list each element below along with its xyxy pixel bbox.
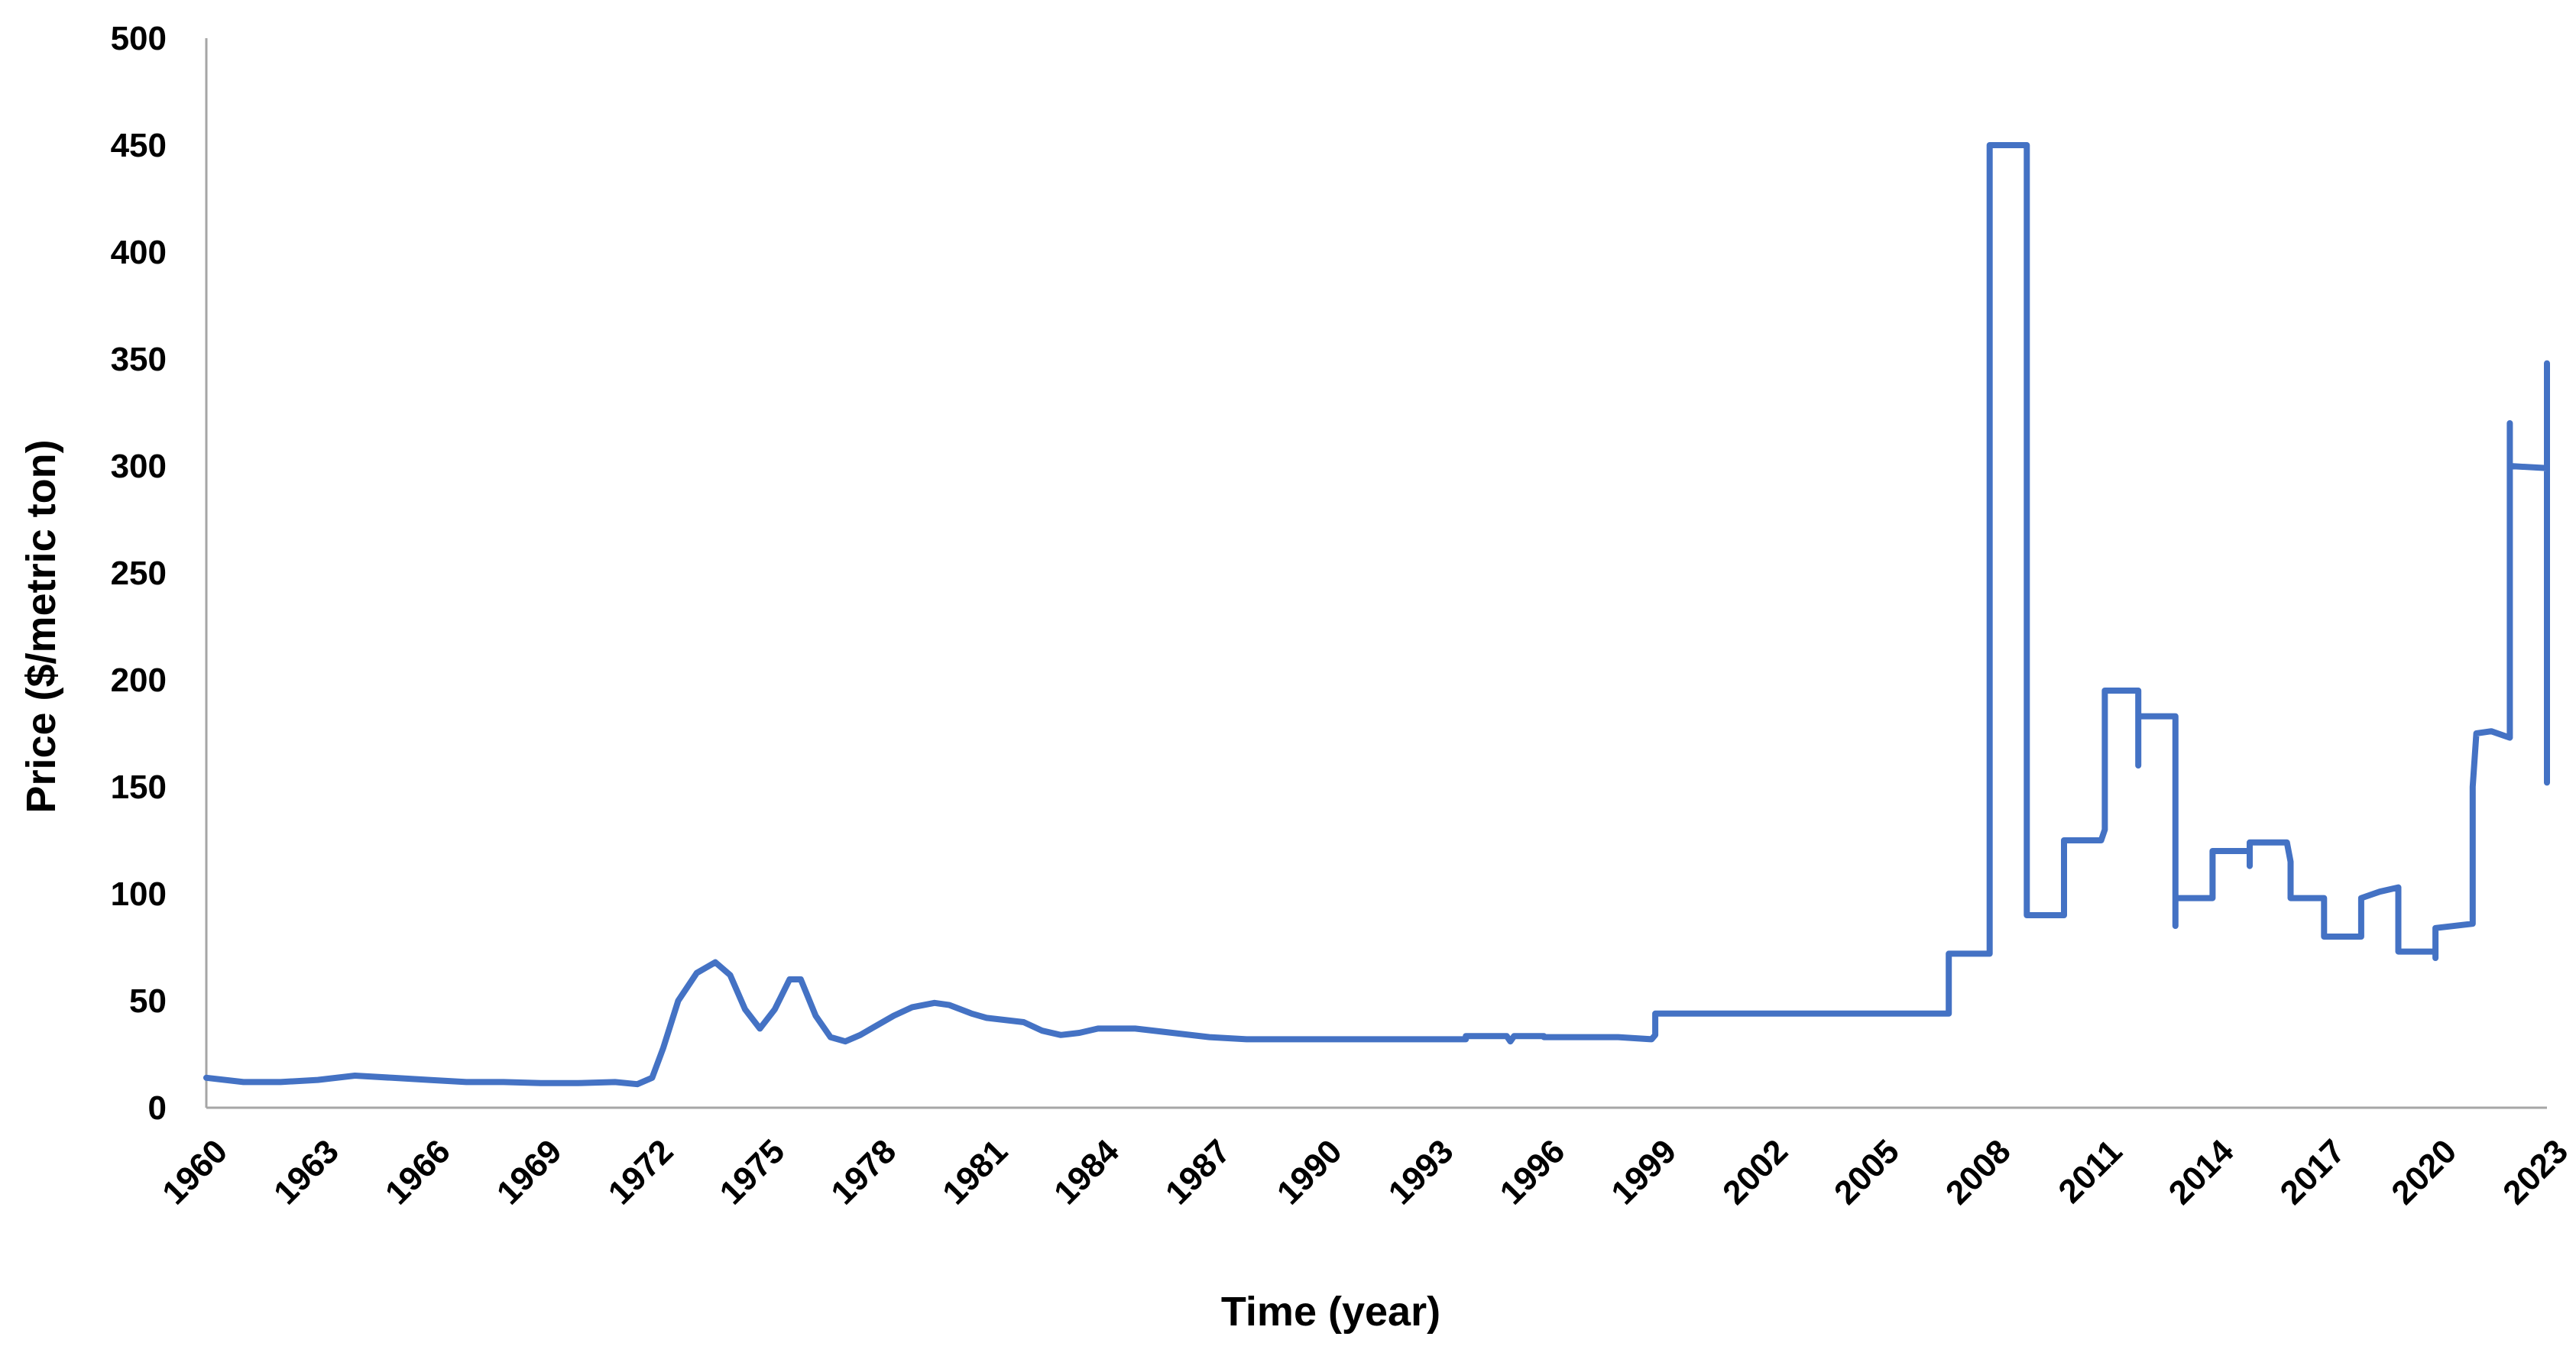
x-axis-title: Time (year) [1221, 1289, 1440, 1335]
x-tick-label: 1999 [1604, 1132, 1683, 1212]
x-tick-label: 2020 [2384, 1132, 2464, 1212]
y-tick-label: 500 [111, 20, 167, 57]
x-tick-label: 1960 [155, 1132, 235, 1212]
x-tick-label: 1990 [1270, 1132, 1350, 1212]
y-axis-ticks: 0 50 100 150 200 250 300 350 400 450 500 [111, 20, 167, 1127]
x-tick-label: 1978 [824, 1132, 903, 1212]
y-tick-label: 300 [111, 448, 167, 485]
series-line [203, 142, 2550, 1088]
y-tick-label: 350 [111, 341, 167, 378]
x-tick-label: 1969 [490, 1132, 569, 1212]
x-tick-label: 1975 [712, 1132, 792, 1212]
x-tick-label: 1972 [601, 1132, 681, 1212]
y-tick-label: 0 [148, 1089, 167, 1127]
x-tick-label: 2023 [2496, 1132, 2575, 1212]
x-tick-label: 1996 [1492, 1132, 1572, 1212]
y-tick-label: 150 [111, 769, 167, 806]
y-axis-title: Price ($/metric ton) [18, 439, 64, 813]
x-tick-label: 1966 [378, 1132, 458, 1212]
y-tick-label: 400 [111, 234, 167, 271]
x-tick-label: 2014 [2162, 1132, 2241, 1212]
series-layer [203, 142, 2550, 1088]
x-tick-label: 1987 [1158, 1132, 1238, 1212]
x-tick-label: 2017 [2273, 1132, 2352, 1212]
y-tick-label: 250 [111, 555, 167, 592]
y-tick-label: 50 [129, 982, 167, 1020]
x-tick-label: 2011 [2051, 1132, 2129, 1210]
x-tick-label: 1963 [267, 1132, 346, 1212]
x-tick-label: 2008 [1939, 1132, 2018, 1212]
y-tick-label: 100 [111, 875, 167, 913]
y-tick-label: 200 [111, 662, 167, 699]
x-tick-label: 2005 [1827, 1132, 1907, 1212]
y-tick-label: 450 [111, 127, 167, 164]
x-tick-label: 1993 [1382, 1132, 1461, 1212]
x-tick-label: 1981 [935, 1132, 1015, 1212]
x-tick-label: 1984 [1047, 1132, 1126, 1212]
x-tick-label: 2002 [1716, 1132, 1795, 1212]
x-axis-ticks: 1960 1963 1966 1969 1972 1975 1978 1981 1984 1987… [155, 1132, 2575, 1212]
